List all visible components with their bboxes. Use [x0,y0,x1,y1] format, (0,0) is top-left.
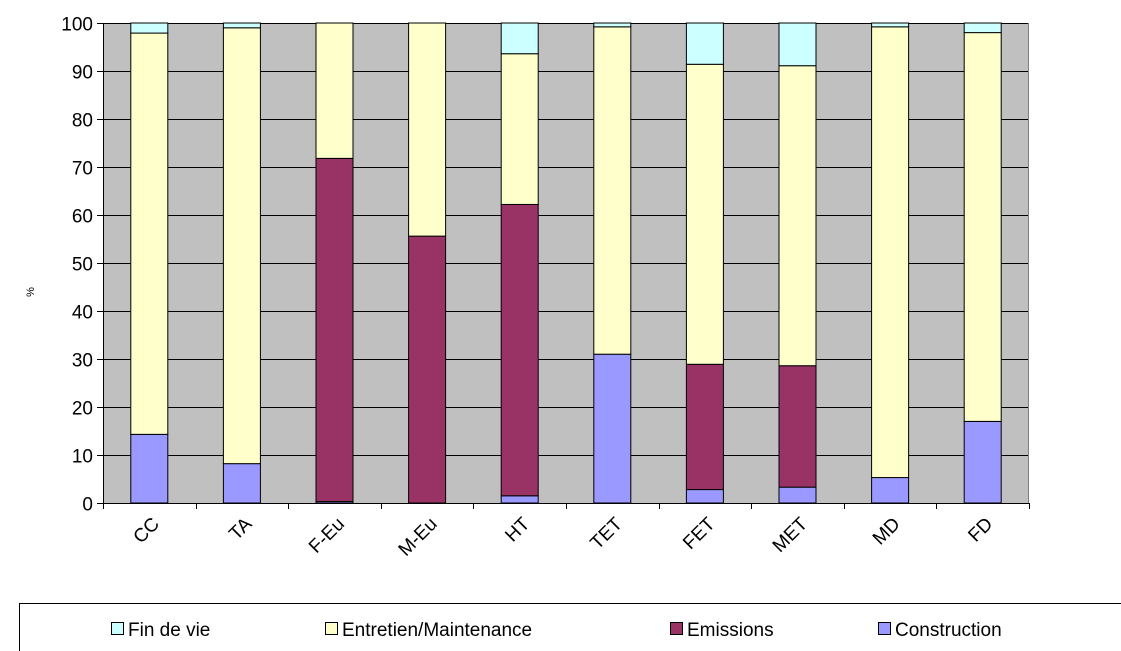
x-tick-label: TA [225,513,256,544]
bar-segment-construction [685,489,724,504]
x-tick-label: HT [501,513,534,546]
bar-segment-construction [963,420,1002,504]
bar-segment-construction [130,433,169,504]
legend-swatch-fin-de-vie [111,622,124,635]
legend-label-construction: Construction [895,620,1002,641]
y-tick-label: 50 [72,255,93,276]
x-tick-label: MET [769,513,812,556]
bar-segment-entretien-maintenance [593,26,632,355]
bar-segment-entretien-maintenance [778,65,817,367]
x-tick-label: F-Eu [305,514,349,558]
legend-box [19,603,1121,651]
bar-segment-construction [871,477,910,504]
legend-label-emissions: Emissions [687,620,774,641]
x-tick-label: FET [679,513,720,554]
bar-segment-entretien-maintenance [963,32,1002,422]
bar-segment-fin-de-vie [778,22,817,67]
bar-segment-entretien-maintenance [871,26,910,479]
bar-segment-construction [593,353,632,504]
bar-segment-construction [778,486,817,504]
bar-segment-entretien-maintenance [408,22,447,237]
bar-segment-emissions [315,157,354,503]
bar-segment-fin-de-vie [685,22,724,65]
legend-swatch-construction [878,622,891,635]
bar-segment-fin-de-vie [963,22,1002,34]
y-tick-label: 90 [72,63,93,84]
y-tick-label: 80 [72,111,93,132]
bar-segment-entretien-maintenance [685,63,724,365]
y-tick-label: 30 [72,351,93,372]
bar-segment-fin-de-vie [593,22,632,28]
bar-segment-entretien-maintenance [130,32,169,435]
bar-segment-entretien-maintenance [500,53,539,205]
bar-segment-entretien-maintenance [222,27,261,465]
bar-segment-emissions [408,235,447,504]
x-tick-label: MD [869,514,905,550]
y-tick-label: 20 [72,399,93,420]
legend: Fin de vie Entretien/Maintenance Emissions… [19,603,1121,651]
x-tick-label: TET [587,513,628,554]
legend-label-entretien-maintenance: Entretien/Maintenance [342,620,532,641]
bar-segment-fin-de-vie [500,22,539,55]
y-tick-label: 70 [72,159,93,180]
bar-segment-fin-de-vie [130,22,169,34]
x-tick-label: M-Eu [395,514,442,561]
bar-segment-fin-de-vie [222,22,261,29]
bar-segment-emissions [778,365,817,488]
bar-segment-construction [500,495,539,504]
x-tick-label: CC [130,514,164,548]
x-tick-label: FD [964,514,997,547]
y-tick-label: 40 [72,303,93,324]
legend-swatch-entretien-maintenance [325,622,338,635]
y-tick-label: 100 [61,15,93,36]
y-tick-label: 10 [72,447,93,468]
y-tick-label: 60 [72,207,93,228]
bar-segment-entretien-maintenance [315,22,354,159]
bar-segment-construction [222,463,261,504]
bar-segment-emissions [685,363,724,491]
bar-segment-fin-de-vie [871,22,910,28]
y-axis-label: % [25,287,37,297]
plot-area [103,22,1029,504]
legend-swatch-emissions [670,622,683,635]
bar-segment-emissions [500,203,539,497]
y-tick-label: 0 [82,495,93,516]
legend-label-fin-de-vie: Fin de vie [128,620,210,641]
